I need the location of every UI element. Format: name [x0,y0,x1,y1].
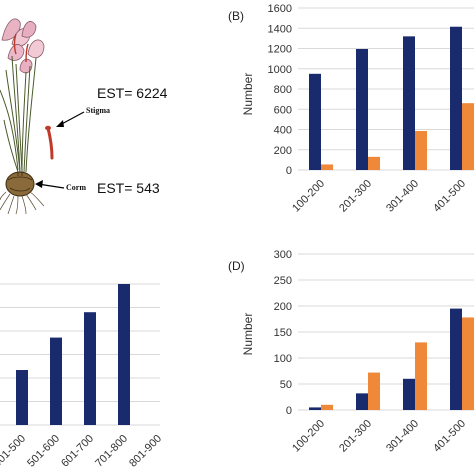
crocus-leaves-illustration [0,55,37,173]
b-y-tick-label: 0 [286,165,292,177]
c-x-tick-label: 401-500 [0,433,28,470]
panel-c-bars [16,284,130,425]
panel-b-gridlines [298,7,474,171]
stigma-label: Stigma [86,106,110,115]
b-y-tick-label: 600 [274,104,292,116]
crocus-flower-illustration [1,18,45,74]
panel-d-bars [309,308,474,410]
panel-d-x-ticks: 100-200 201-300 301-400 401-500 [290,418,468,455]
b-x-tick-label: 100-200 [290,178,327,215]
d-bar [462,317,474,410]
panel-d-label: (D) [228,259,245,273]
roots-illustration [0,191,45,215]
b-x-tick-label: 401-500 [431,178,468,215]
d-y-tick-label: 50 [280,379,292,391]
d-x-tick-label: 100-200 [290,418,327,455]
panel-b-y-ticks: 0 200 400 600 800 1000 1200 1400 1600 [268,3,292,177]
b-bar [309,73,321,170]
c-bar [16,370,28,425]
d-bar [309,407,321,410]
b-bar [462,103,474,170]
b-y-tick-label: 200 [274,145,292,157]
panel-b-x-ticks: 100-200 201-300 301-400 401-500 [290,178,468,215]
b-bar [321,164,333,170]
c-x-tick-label: 701-800 [93,433,130,470]
b-bar [403,36,415,170]
b-y-tick-label: 1400 [268,23,292,35]
c-bar [50,337,62,425]
panel-a-illustration: Stigma Corm EST= 6224 EST= 543 [0,18,168,215]
d-y-tick-label: 300 [274,249,292,261]
d-bar [321,404,333,410]
b-x-tick-label: 201-300 [337,178,374,215]
corm-est-value: EST= 543 [97,180,160,196]
d-x-tick-label: 401-500 [431,418,468,455]
stigma-illustration [46,126,54,160]
panel-d-gridlines [298,253,474,411]
d-x-tick-label: 201-300 [337,418,374,455]
b-y-tick-label: 1600 [268,3,292,15]
panel-b-bars [309,26,474,171]
d-y-tick-label: 0 [286,405,292,417]
panel-b-chart: (B) Number 0 200 400 600 800 1000 1200 1400 1600… [228,3,474,215]
c-bar [118,284,130,425]
c-bar [84,312,96,425]
b-y-tick-label: 1200 [268,44,292,56]
d-y-tick-label: 100 [274,353,292,365]
b-bar [368,156,380,170]
b-y-tick-label: 400 [274,125,292,137]
b-bar [356,49,368,170]
b-bar [450,26,462,171]
c-x-tick-label: 501-600 [25,433,62,470]
d-x-tick-label: 301-400 [384,418,421,455]
corm-label: Corm [66,183,86,192]
d-bar [356,393,368,410]
panel-d-chart: (D) Number 0 50 100 150 200 250 300 100-200 201… [228,249,474,455]
panel-d-y-ticks: 0 50 100 150 200 250 300 [274,249,292,417]
d-y-tick-label: 200 [274,301,292,313]
panel-b-label: (B) [228,9,244,23]
stigma-arrow [56,111,85,127]
corm-arrow [35,180,65,189]
panel-d-y-axis-title: Number [241,313,255,356]
corm-illustration [5,171,35,197]
b-y-tick-label: 800 [274,84,292,96]
c-x-tick-label: 601-700 [59,433,96,470]
b-bar [415,131,427,170]
d-y-tick-label: 250 [274,275,292,287]
d-bar [368,372,380,410]
panel-b-y-axis-title: Number [241,73,255,116]
d-bar [403,378,415,410]
d-bar [415,342,427,410]
c-x-tick-label: 801-900 [127,433,164,470]
d-y-tick-label: 150 [274,327,292,339]
b-y-tick-label: 1000 [268,64,292,76]
d-bar [450,308,462,410]
b-x-tick-label: 301-400 [384,178,421,215]
stigma-est-value: EST= 6224 [97,85,168,101]
